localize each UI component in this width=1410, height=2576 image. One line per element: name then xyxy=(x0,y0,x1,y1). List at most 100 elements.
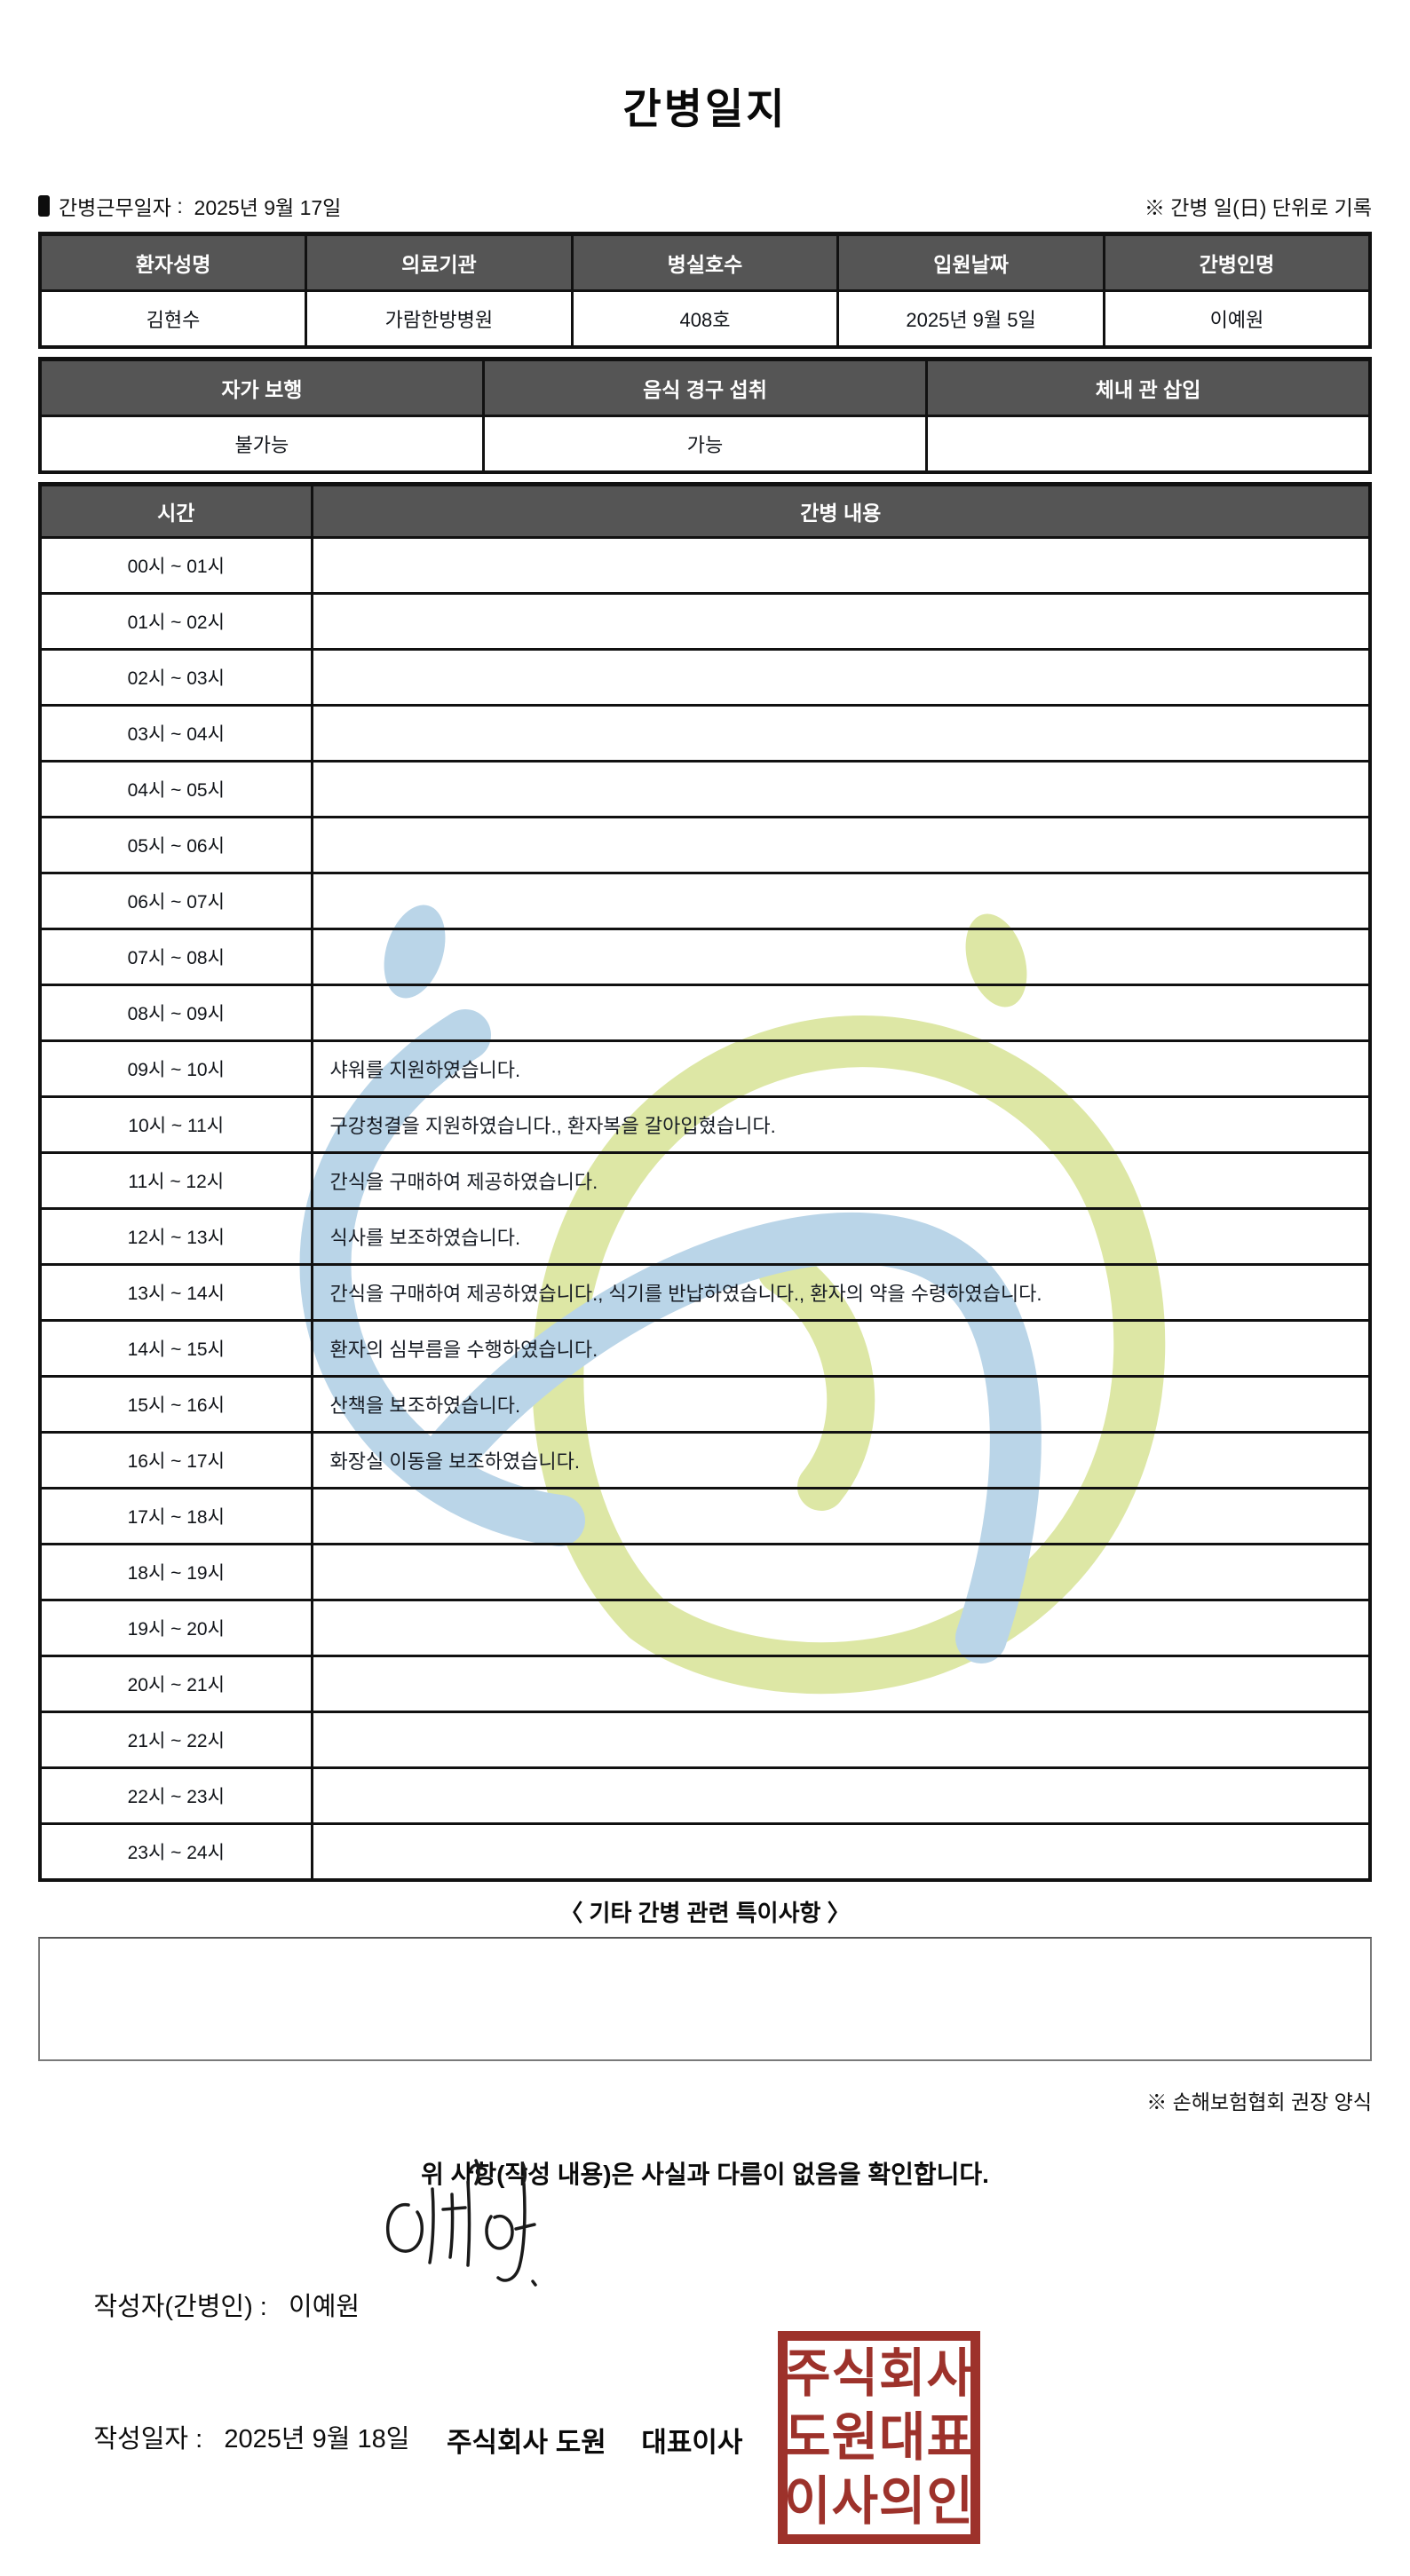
table-row: 21시 ~ 22시 xyxy=(38,1711,1372,1769)
header-caregiver-name: 간병인명 xyxy=(1102,233,1372,292)
schedule-time-cell: 11시 ~ 12시 xyxy=(38,1151,313,1210)
value-tube-insertion xyxy=(925,415,1372,474)
schedule-content-cell: 산책을 보조하였습니다. xyxy=(310,1375,1372,1434)
schedule-content-cell: 화장실 이동을 보조하였습니다. xyxy=(310,1431,1372,1489)
schedule-time-cell: 14시 ~ 15시 xyxy=(38,1319,313,1378)
schedule-time-cell: 23시 ~ 24시 xyxy=(38,1822,313,1882)
schedule-content-cell xyxy=(310,592,1372,651)
table-row: 11시 ~ 12시 간식을 구매하여 제공하였습니다. xyxy=(38,1151,1372,1210)
value-patient-name: 김현수 xyxy=(38,289,308,349)
header-care-content: 간병 내용 xyxy=(310,483,1372,539)
header-self-walking: 자가 보행 xyxy=(38,358,485,417)
company-seal-stamp: 주식회사 도원대표 이사의인 xyxy=(778,2331,980,2544)
value-room-number: 408호 xyxy=(570,289,840,349)
table-row: 00시 ~ 01시 xyxy=(38,536,1372,595)
schedule-time-cell: 04시 ~ 05시 xyxy=(38,760,313,818)
table-row: 16시 ~ 17시 화장실 이동을 보조하였습니다. xyxy=(38,1431,1372,1489)
table-row: 18시 ~ 19시 xyxy=(38,1543,1372,1601)
written-date-value: 2025년 9월 18일 xyxy=(210,2425,410,2454)
schedule-content-cell: 환자의 심부름을 수행하였습니다. xyxy=(310,1319,1372,1378)
confirmation-statement: 위 사항(작성 내용)은 사실과 다름이 없음을 확인합니다. xyxy=(421,2161,989,2188)
schedule-time-cell: 03시 ~ 04시 xyxy=(38,704,313,763)
seal-line-3: 이사의인 xyxy=(784,2471,974,2532)
status-header-row: 자가 보행 음식 경구 섭취 체내 관 삽입 xyxy=(38,358,1372,417)
schedule-body: 00시 ~ 01시 01시 ~ 02시 02시 ~ 03시 03시 ~ 04시 04시 … xyxy=(38,536,1372,1882)
company-representative-line: 주식회사 도원 대표이사 xyxy=(447,2427,743,2458)
schedule-time-cell: 09시 ~ 10시 xyxy=(38,1039,313,1098)
meta-row: 간병근무일자 : 2025년 9월 17일 ※ 간병 일(日) 단위로 기록 xyxy=(38,191,1372,221)
header-room-number: 병실호수 xyxy=(570,233,840,292)
value-admission-date: 2025년 9월 5일 xyxy=(836,289,1105,349)
table-row: 22시 ~ 23시 xyxy=(38,1766,1372,1825)
work-date-separator: : xyxy=(170,194,194,217)
schedule-time-cell: 07시 ~ 08시 xyxy=(38,928,313,986)
schedule-content-cell xyxy=(310,1822,1372,1882)
schedule-table: 시간 간병 내용 00시 ~ 01시 01시 ~ 02시 02시 ~ 03시 03시 … xyxy=(38,482,1372,1882)
schedule-content-cell xyxy=(310,1711,1372,1769)
schedule-time-cell: 06시 ~ 07시 xyxy=(38,872,313,930)
status-value-row: 불가능 가능 xyxy=(38,415,1372,474)
patient-info-value-row: 김현수 가람한방병원 408호 2025년 9월 5일 이예원 xyxy=(38,289,1372,349)
header-oral-intake: 음식 경구 섭취 xyxy=(481,358,929,417)
schedule-content-cell xyxy=(310,760,1372,818)
table-row: 13시 ~ 14시 간식을 구매하여 제공하였습니다., 식기를 반납하였습니다.… xyxy=(38,1263,1372,1322)
table-row: 10시 ~ 11시 구강청결을 지원하였습니다., 환자복을 갈아입혔습니다. xyxy=(38,1095,1372,1154)
schedule-time-cell: 12시 ~ 13시 xyxy=(38,1207,313,1266)
schedule-time-cell: 10시 ~ 11시 xyxy=(38,1095,313,1154)
table-row: 08시 ~ 09시 xyxy=(38,984,1372,1042)
table-row: 03시 ~ 04시 xyxy=(38,704,1372,763)
schedule-time-cell: 20시 ~ 21시 xyxy=(38,1655,313,1713)
schedule-content-cell xyxy=(310,1655,1372,1713)
schedule-time-cell: 21시 ~ 22시 xyxy=(38,1711,313,1769)
value-oral-intake: 가능 xyxy=(481,415,929,474)
schedule-time-cell: 16시 ~ 17시 xyxy=(38,1431,313,1489)
schedule-content-cell xyxy=(310,648,1372,707)
patient-info-header-row: 환자성명 의료기관 병실호수 입원날짜 간병인명 xyxy=(38,233,1372,292)
table-row: 23시 ~ 24시 xyxy=(38,1822,1372,1882)
value-caregiver-name: 이예원 xyxy=(1102,289,1372,349)
schedule-time-cell: 00시 ~ 01시 xyxy=(38,536,313,595)
writer-name: 이예원 xyxy=(273,2293,360,2321)
work-date-label: 간병근무일자 xyxy=(59,196,171,219)
special-notes-box xyxy=(38,1937,1372,2061)
schedule-time-cell: 01시 ~ 02시 xyxy=(38,592,313,651)
schedule-content-cell xyxy=(310,928,1372,986)
schedule-content-cell xyxy=(310,872,1372,930)
table-row: 17시 ~ 18시 xyxy=(38,1487,1372,1545)
value-self-walking: 불가능 xyxy=(38,415,485,474)
table-row: 02시 ~ 03시 xyxy=(38,648,1372,707)
header-patient-name: 환자성명 xyxy=(38,233,308,292)
work-date-value: 2025년 9월 17일 xyxy=(194,196,342,219)
header-tube-insertion: 체내 관 삽입 xyxy=(925,358,1372,417)
table-row: 06시 ~ 07시 xyxy=(38,872,1372,930)
table-row: 15시 ~ 16시 산책을 보조하였습니다. xyxy=(38,1375,1372,1434)
schedule-content-cell: 간식을 구매하여 제공하였습니다., 식기를 반납하였습니다., 환자의 약을 … xyxy=(310,1263,1372,1322)
header-medical-institution: 의료기관 xyxy=(305,233,574,292)
patient-info-table: 환자성명 의료기관 병실호수 입원날짜 간병인명 김현수 가람한방병원 408호… xyxy=(38,232,1372,349)
table-row: 12시 ~ 13시 식사를 보조하였습니다. xyxy=(38,1207,1372,1266)
writer-line: 작성자(간병인) : 이예원 xyxy=(38,2256,1372,2352)
schedule-content-cell xyxy=(310,704,1372,763)
schedule-header-row: 시간 간병 내용 xyxy=(38,483,1372,539)
value-medical-institution: 가람한방병원 xyxy=(305,289,574,349)
table-row: 14시 ~ 15시 환자의 심부름을 수행하였습니다. xyxy=(38,1319,1372,1378)
header-admission-date: 입원날짜 xyxy=(836,233,1105,292)
schedule-content-cell xyxy=(310,536,1372,595)
header-time: 시간 xyxy=(38,483,313,539)
recommended-form-note: ※ 손해보험협회 권장 양식 xyxy=(1146,2090,1372,2114)
schedule-time-cell: 17시 ~ 18시 xyxy=(38,1487,313,1545)
schedule-time-cell: 19시 ~ 20시 xyxy=(38,1599,313,1657)
table-row: 01시 ~ 02시 xyxy=(38,592,1372,651)
special-notes-caption: 〈 기타 간병 관련 특이사항 〉 xyxy=(559,1900,851,1926)
status-table: 자가 보행 음식 경구 섭취 체내 관 삽입 불가능 가능 xyxy=(38,357,1372,474)
schedule-time-cell: 18시 ~ 19시 xyxy=(38,1543,313,1601)
schedule-time-cell: 13시 ~ 14시 xyxy=(38,1263,313,1322)
schedule-content-cell xyxy=(310,1487,1372,1545)
table-row: 20시 ~ 21시 xyxy=(38,1655,1372,1713)
schedule-content-cell xyxy=(310,1766,1372,1825)
schedule-time-cell: 05시 ~ 06시 xyxy=(38,816,313,874)
schedule-time-cell: 15시 ~ 16시 xyxy=(38,1375,313,1434)
table-row: 09시 ~ 10시 샤워를 지원하였습니다. xyxy=(38,1039,1372,1098)
schedule-content-cell: 샤워를 지원하였습니다. xyxy=(310,1039,1372,1098)
